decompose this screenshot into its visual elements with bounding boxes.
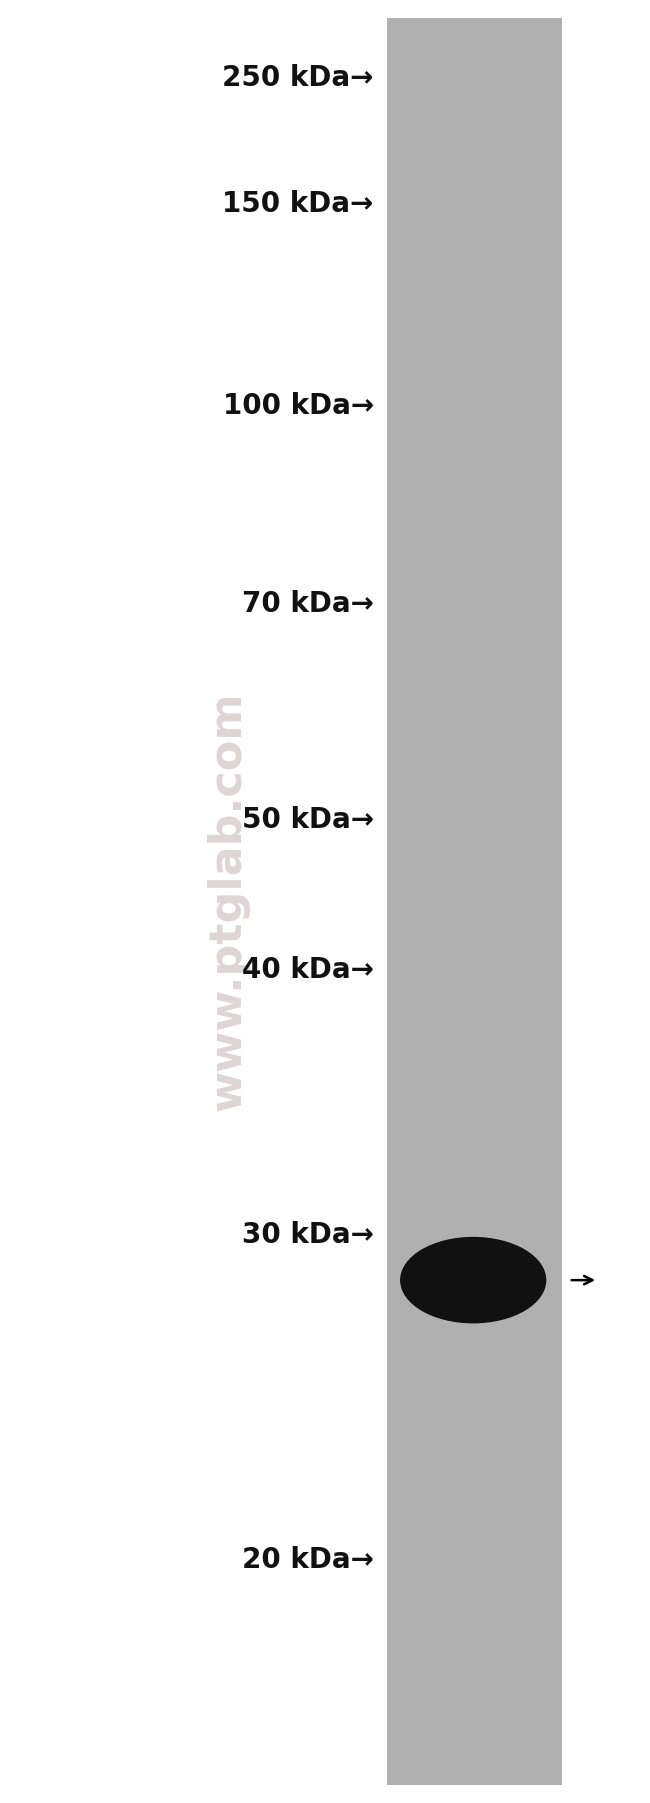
Text: 70 kDa→: 70 kDa→ [242, 590, 374, 618]
Text: 40 kDa→: 40 kDa→ [242, 956, 374, 984]
Text: 20 kDa→: 20 kDa→ [242, 1545, 374, 1574]
Text: 150 kDa→: 150 kDa→ [222, 189, 374, 218]
Bar [387, 18, 562, 1785]
Text: www.ptglab.com: www.ptglab.com [206, 692, 249, 1111]
Text: 100 kDa→: 100 kDa→ [222, 391, 374, 420]
Ellipse shape [400, 1237, 546, 1323]
Text: 50 kDa→: 50 kDa→ [242, 806, 374, 835]
Text: 30 kDa→: 30 kDa→ [242, 1221, 374, 1249]
Text: 250 kDa→: 250 kDa→ [222, 63, 374, 92]
